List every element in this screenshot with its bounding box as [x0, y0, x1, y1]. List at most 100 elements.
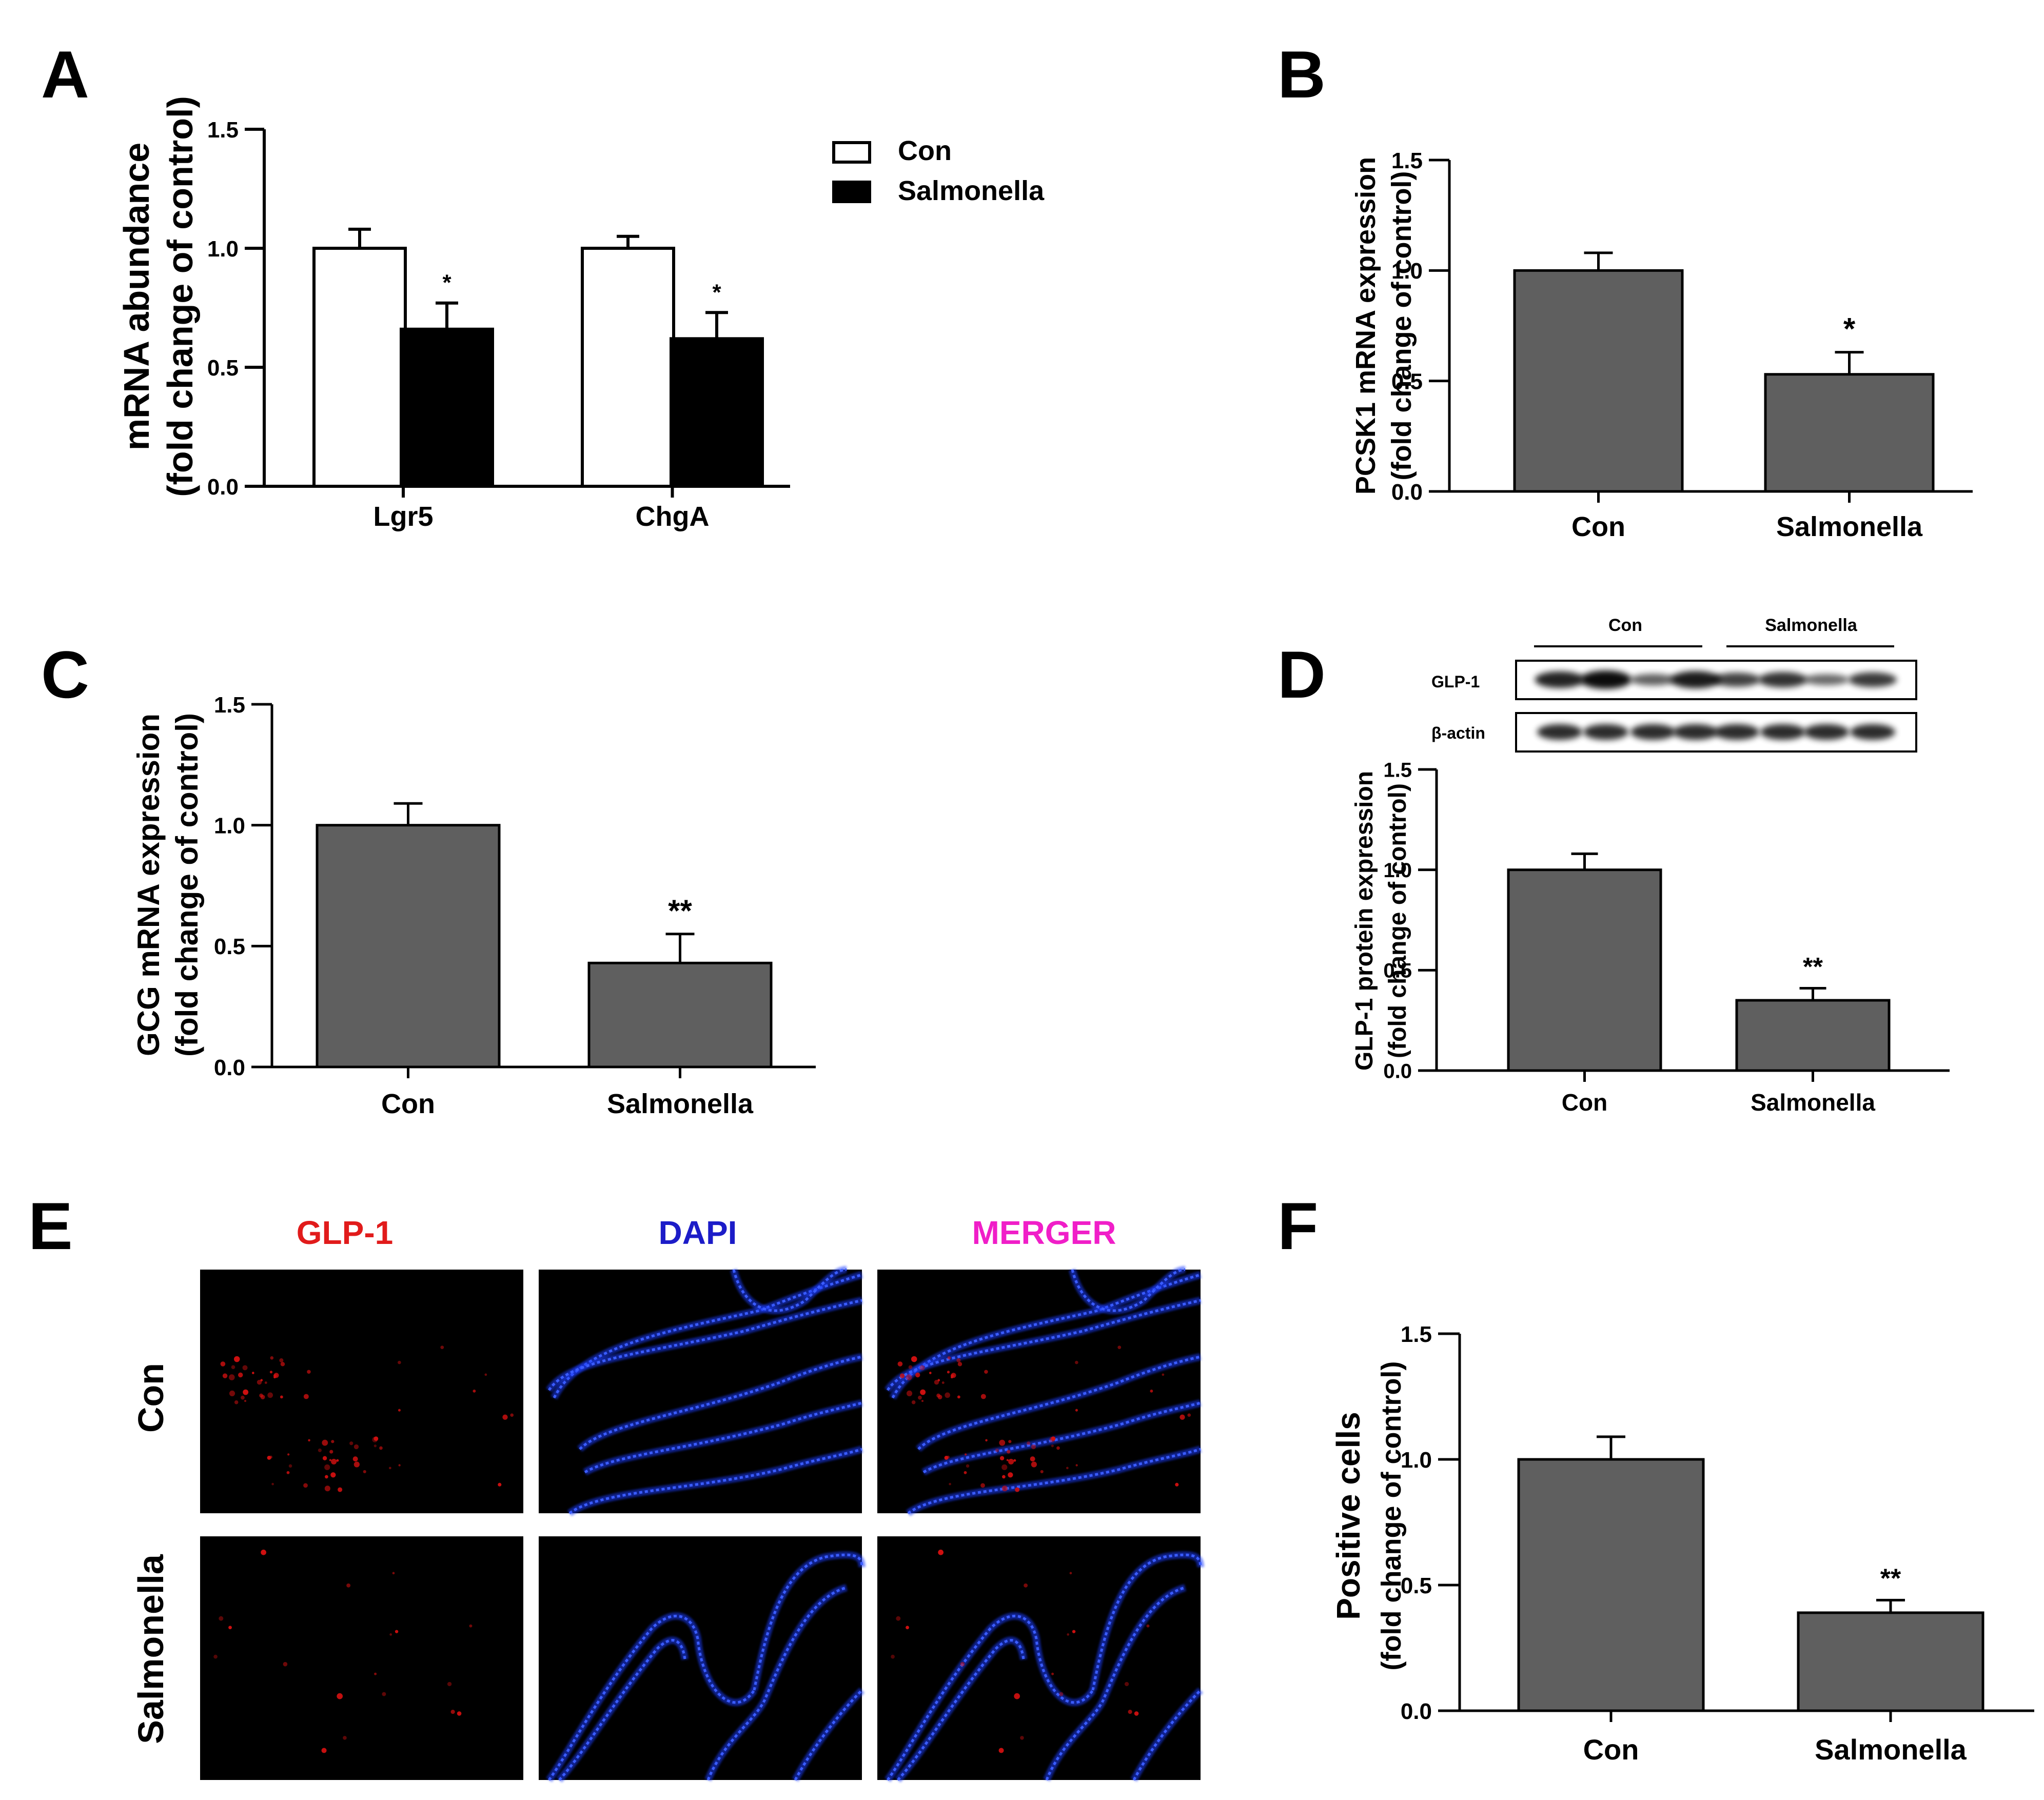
significance-mark-c: ** [668, 894, 692, 928]
dapi-nuclei-line [1132, 1689, 1202, 1781]
micrograph-glp1-salmonella [200, 1536, 523, 1780]
glp1-positive-cell [242, 1365, 248, 1371]
glp1-positive-cell [908, 1365, 913, 1369]
micrograph-glp1-con [200, 1270, 523, 1513]
actin-band [1714, 724, 1759, 740]
legend-label-salmonella: Salmonella [898, 175, 1045, 206]
micrograph-background [539, 1270, 862, 1513]
glp1-positive-cell [389, 1633, 392, 1636]
glp1-positive-cell [918, 1395, 922, 1400]
glp1-positive-cell [899, 1373, 905, 1378]
chart-panel-f: 0.0 0.5 1.0 1.5 ** Con Salmonella [1401, 1322, 2034, 1766]
glp1-positive-cell [915, 1372, 920, 1378]
glp1-positive-cell [1134, 1711, 1139, 1716]
panel-letter-c: C [41, 637, 89, 712]
glp1-positive-cell [1117, 1346, 1122, 1349]
glp1-positive-cell [960, 1661, 965, 1667]
x-tick-label-a: Lgr5 [373, 501, 433, 532]
glp1-positive-cell [1180, 1414, 1185, 1420]
y-tick-label-b: 0.5 [1391, 369, 1423, 394]
glp1-positive-cell [234, 1400, 239, 1405]
glp1-positive-cell [398, 1360, 401, 1364]
glp1-positive-cell [260, 1395, 265, 1399]
legend-swatch-con [832, 141, 871, 164]
bar-d [1735, 999, 1891, 1072]
glp1-positive-cell [1030, 1456, 1035, 1462]
glp1-positive-cell [352, 1456, 358, 1462]
panel-letter-a: A [41, 37, 89, 112]
y-tick-label-d: 0.5 [1383, 960, 1412, 982]
glp1-positive-cell [343, 1736, 347, 1740]
dapi-nuclei-line [753, 1553, 863, 1691]
glp1-positive-cell [353, 1461, 360, 1468]
dapi-nuclei-line [547, 1614, 756, 1781]
dapi-nuclei-line [886, 1299, 1201, 1391]
glp1-positive-cell [398, 1409, 401, 1412]
glp1-positive-cell [251, 1372, 254, 1374]
micro-col-label-merger: MERGER [972, 1214, 1116, 1251]
glp1-positive-cell [941, 1381, 945, 1384]
y-tick-label-a: 1.0 [207, 236, 239, 262]
glp1-positive-cell [331, 1440, 335, 1443]
dapi-nuclei-line [886, 1614, 1094, 1781]
glp1-positive-cell [473, 1389, 476, 1393]
micro-row-label-salmonella: Salmonella [131, 1554, 171, 1744]
glp1-positive-cell [228, 1374, 235, 1380]
glp1-positive-cell [329, 1459, 331, 1461]
glp1-positive-cell [329, 1450, 333, 1454]
ylabel-f-line1: Positive cells [1330, 1412, 1367, 1620]
glp1-positive-cell [1075, 1360, 1078, 1364]
blot-group-label-salmonella: Salmonella [1765, 616, 1858, 635]
glp1-positive-cell [1031, 1444, 1036, 1450]
glp1-positive-cell [1002, 1475, 1006, 1479]
blot-row-label-actin: β-actin [1431, 724, 1485, 742]
glp1-band [1758, 672, 1807, 687]
x-tick-label-d: Con [1562, 1089, 1607, 1116]
glp1-positive-cell [949, 1482, 951, 1486]
dapi-nuclei-line [706, 1586, 847, 1781]
glp1-positive-cell [1069, 1572, 1072, 1575]
dapi-nuclei-line [568, 1448, 862, 1515]
glp1-positive-cell [303, 1394, 309, 1399]
y-tick-label-f: 0.0 [1401, 1699, 1432, 1724]
ylabel-b-line2: (fold change of control) [1386, 171, 1417, 481]
glp1-positive-cell [321, 1748, 327, 1753]
actin-band [1537, 724, 1582, 740]
glp1-positive-cell [1014, 1693, 1020, 1699]
blot-row-label-glp1: GLP-1 [1431, 672, 1480, 691]
glp1-positive-cell [985, 1439, 988, 1441]
y-tick-label-f: 1.0 [1401, 1448, 1432, 1473]
glp1-positive-cell [338, 1487, 343, 1492]
bar-a [312, 247, 407, 488]
glp1-positive-cell [897, 1361, 903, 1367]
glp1-positive-cell [231, 1365, 235, 1369]
glp1-positive-cell [1175, 1482, 1179, 1487]
glp1-positive-cell [241, 1395, 245, 1400]
significance-mark-b: * [1843, 312, 1856, 346]
y-tick-label-c: 0.5 [214, 934, 245, 959]
glp1-positive-cell [229, 1390, 235, 1396]
actin-band [1630, 724, 1676, 740]
y-tick-label-d: 1.0 [1383, 859, 1412, 882]
glp1-positive-cell [395, 1630, 399, 1633]
significance-mark-d: ** [1803, 953, 1823, 981]
glp1-positive-cell [280, 1395, 283, 1399]
glp1-positive-cell [912, 1357, 915, 1360]
x-tick-label-b: Con [1571, 511, 1625, 542]
glp1-positive-cell [1027, 1441, 1031, 1446]
glp1-positive-cell [1008, 1458, 1014, 1465]
legend-panel-a: Con Salmonella [832, 135, 1045, 206]
glp1-positive-cell [307, 1370, 311, 1374]
glp1-positive-cell [1162, 1373, 1165, 1376]
y-tick-label-a: 0.0 [207, 474, 239, 500]
glp1-positive-cell [1008, 1440, 1012, 1443]
glp1-positive-cell [322, 1456, 327, 1460]
glp1-positive-cell [261, 1549, 266, 1555]
glp1-positive-cell [267, 1392, 273, 1398]
glp1-positive-cell [308, 1439, 310, 1441]
ylabel-a-line2: (fold change of control) [160, 96, 200, 497]
glp1-positive-cell [510, 1413, 514, 1417]
glp1-positive-cell [1187, 1413, 1191, 1417]
glp1-positive-cell [1024, 1583, 1028, 1588]
glp1-positive-cell [1056, 1446, 1060, 1450]
